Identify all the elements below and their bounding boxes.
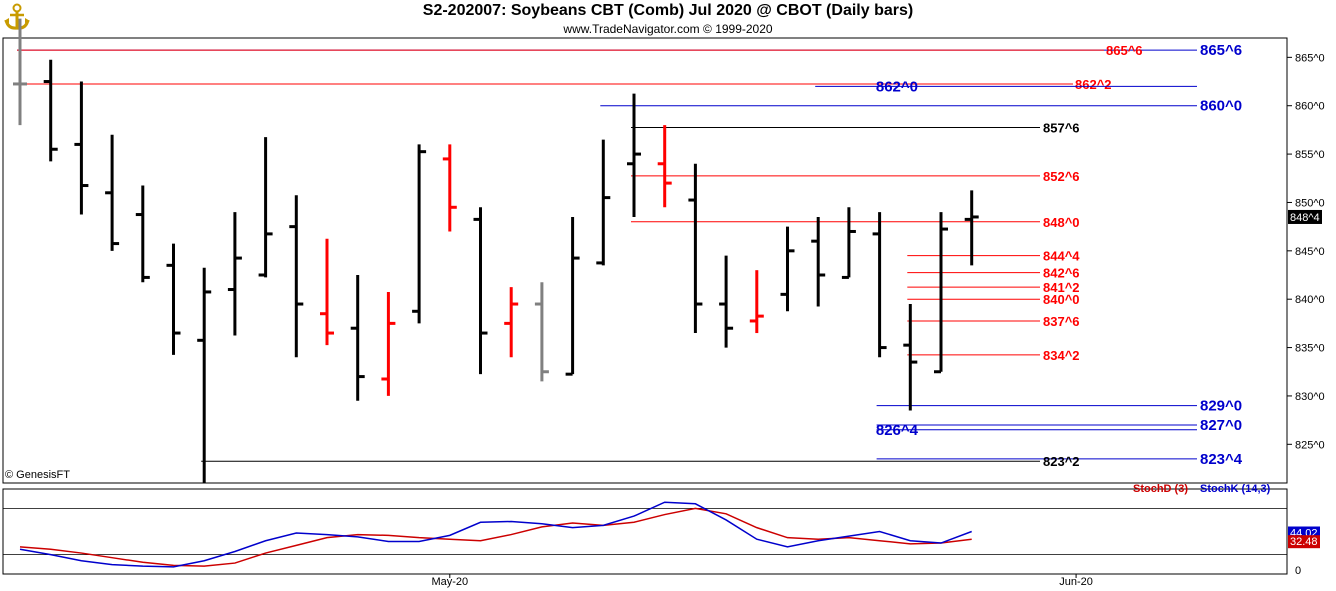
price-axis-label: 855^0 — [1295, 149, 1325, 161]
stochd-last-marker — [1288, 535, 1320, 549]
level-label: 852^6 — [1043, 169, 1080, 184]
level-label: 865^6 — [1200, 42, 1242, 59]
level-label: 834^2 — [1043, 348, 1080, 363]
level-label: 842^6 — [1043, 266, 1080, 281]
stochd-last-label: 32.48 — [1290, 536, 1318, 548]
x-axis-label: May-20 — [431, 576, 468, 588]
price-axis-label: 835^0 — [1295, 343, 1325, 355]
price-axis-label: 860^0 — [1295, 101, 1325, 113]
stochastic-line — [19, 507, 972, 567]
anchor-icon — [2, 2, 32, 37]
price-axis-label: 840^0 — [1295, 294, 1325, 306]
chart-title: S2-202007: Soybeans CBT (Comb) Jul 2020 … — [422, 2, 914, 19]
price-axis-label: 865^0 — [1295, 52, 1325, 64]
price-axis-label: 825^0 — [1295, 439, 1325, 451]
level-label: 823^4 — [1200, 451, 1243, 468]
stochastic-line — [19, 501, 972, 568]
price-axis-label: 830^0 — [1295, 391, 1325, 403]
stochastic-axis-label: 0 — [1295, 565, 1301, 577]
level-label: 865^6 — [1106, 43, 1143, 58]
level-label: 823^2 — [1043, 454, 1080, 469]
chart-subtitle: www.TradeNavigator.com © 1999-2020 — [563, 22, 773, 36]
copyright-label: © GenesisFT — [5, 469, 70, 481]
level-label: 860^0 — [1200, 98, 1242, 115]
level-label: 829^0 — [1200, 398, 1242, 415]
x-axis-label: Jun-20 — [1059, 576, 1093, 588]
legend-stochd: StochD (3) — [1133, 483, 1188, 495]
price-panel — [2, 37, 1288, 484]
level-label: 826^4 — [876, 422, 919, 439]
level-label: 862^2 — [1075, 77, 1112, 92]
level-label: 841^2 — [1043, 280, 1080, 295]
price-axis-label: 850^0 — [1295, 197, 1325, 209]
last-price-label: 848^4 — [1290, 212, 1320, 224]
chart-header: S2-202007: Soybeans CBT (Comb) Jul 2020 … — [0, 0, 1336, 40]
stochastic-panel — [2, 488, 1288, 575]
level-label: 848^0 — [1043, 215, 1080, 230]
level-label: 837^6 — [1043, 314, 1080, 329]
level-label: 862^0 — [876, 78, 918, 95]
level-label: 840^0 — [1043, 292, 1080, 307]
price-axis-label: 845^0 — [1295, 246, 1325, 258]
level-label: 827^0 — [1200, 417, 1242, 434]
legend-stochk: StochK (14,3) — [1200, 483, 1271, 495]
last-price-marker — [1288, 209, 1322, 224]
level-label: 857^6 — [1043, 120, 1080, 135]
level-label: 844^4 — [1043, 249, 1080, 264]
